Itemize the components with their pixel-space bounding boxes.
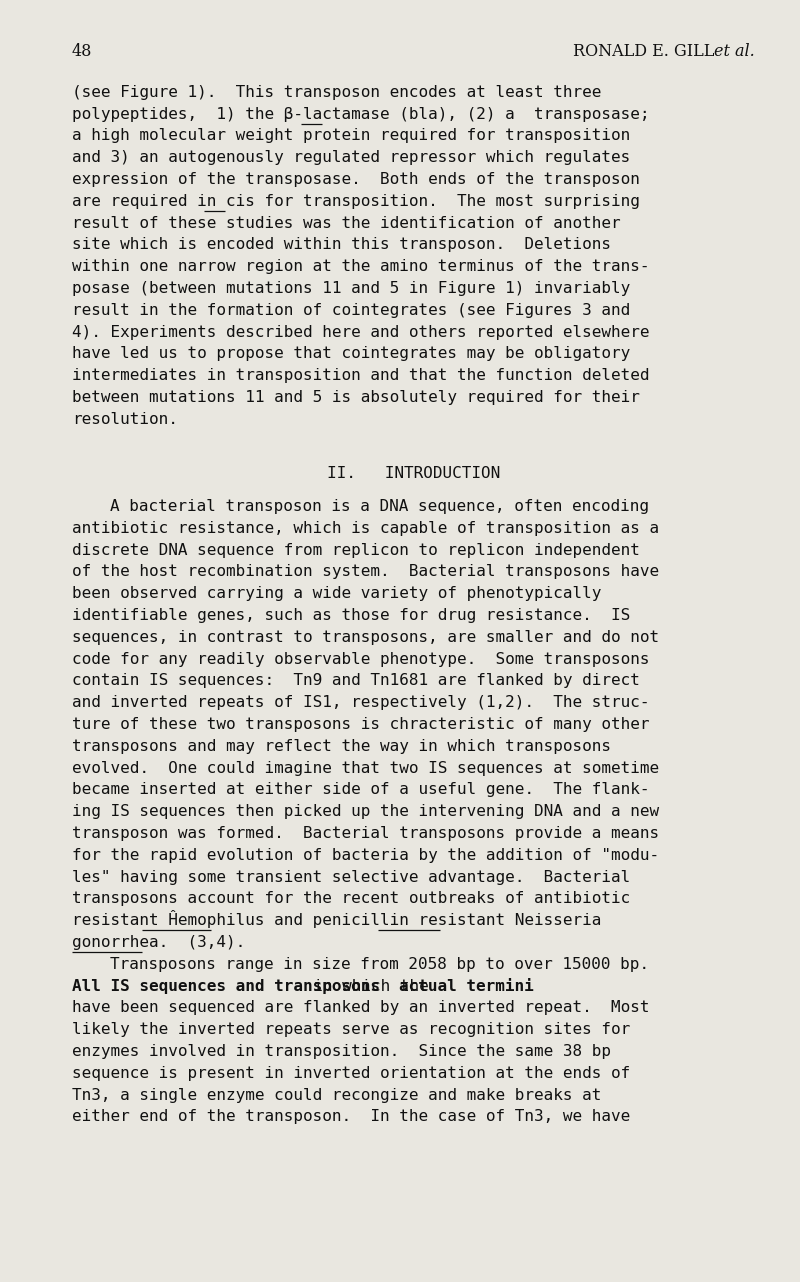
Text: likely the inverted repeats serve as recognition sites for: likely the inverted repeats serve as rec… bbox=[72, 1022, 630, 1037]
Text: ing IS sequences then picked up the intervening DNA and a new: ing IS sequences then picked up the inte… bbox=[72, 804, 659, 819]
Text: for the rapid evolution of bacteria by the addition of "modu-: for the rapid evolution of bacteria by t… bbox=[72, 847, 659, 863]
Text: expression of the transposase.  Both ends of the transposon: expression of the transposase. Both ends… bbox=[72, 172, 640, 187]
Text: of the host recombination system.  Bacterial transposons have: of the host recombination system. Bacter… bbox=[72, 564, 659, 579]
Text: in which the: in which the bbox=[294, 978, 438, 994]
Text: gonorrhea.  (3,4).: gonorrhea. (3,4). bbox=[72, 935, 246, 950]
Text: result of these studies was the identification of another: result of these studies was the identifi… bbox=[72, 215, 621, 231]
Text: became inserted at either side of a useful gene.  The flank-: became inserted at either side of a usef… bbox=[72, 782, 650, 797]
Text: A bacterial transposon is a DNA sequence, often encoding: A bacterial transposon is a DNA sequence… bbox=[110, 499, 649, 514]
Text: evolved.  One could imagine that two IS sequences at sometime: evolved. One could imagine that two IS s… bbox=[72, 760, 659, 776]
Text: transposons account for the recent outbreaks of antibiotic: transposons account for the recent outbr… bbox=[72, 891, 630, 906]
Text: code for any readily observable phenotype.  Some transposons: code for any readily observable phenotyp… bbox=[72, 651, 650, 667]
Text: 4). Experiments described here and others reported elsewhere: 4). Experiments described here and other… bbox=[72, 324, 650, 340]
Text: and inverted repeats of IS1, respectively (1,2).  The struc-: and inverted repeats of IS1, respectivel… bbox=[72, 695, 650, 710]
Text: discrete DNA sequence from replicon to replicon independent: discrete DNA sequence from replicon to r… bbox=[72, 542, 640, 558]
Text: been observed carrying a wide variety of phenotypically: been observed carrying a wide variety of… bbox=[72, 586, 602, 601]
Text: polypeptides,  1) the β-lactamase (bla), (2) a  transposase;: polypeptides, 1) the β-lactamase (bla), … bbox=[72, 106, 650, 122]
Text: ture of these two transposons is chracteristic of many other: ture of these two transposons is chracte… bbox=[72, 717, 650, 732]
Text: have been sequenced are flanked by an inverted repeat.  Most: have been sequenced are flanked by an in… bbox=[72, 1000, 650, 1015]
Text: sequence is present in inverted orientation at the ends of: sequence is present in inverted orientat… bbox=[72, 1065, 630, 1081]
Text: identifiable genes, such as those for drug resistance.  IS: identifiable genes, such as those for dr… bbox=[72, 608, 630, 623]
Text: have led us to propose that cointegrates may be obligatory: have led us to propose that cointegrates… bbox=[72, 346, 630, 362]
Text: (see Figure 1).  This transposon encodes at least three: (see Figure 1). This transposon encodes … bbox=[72, 85, 602, 100]
Text: II.   INTRODUCTION: II. INTRODUCTION bbox=[327, 467, 500, 481]
Text: actual termini: actual termini bbox=[398, 978, 534, 994]
Text: resistant Ĥemophilus and penicillin resistant Neisseria: resistant Ĥemophilus and penicillin resi… bbox=[72, 910, 602, 928]
Text: contain IS sequences:  Tn9 and Tn1681 are flanked by direct: contain IS sequences: Tn9 and Tn1681 are… bbox=[72, 673, 640, 688]
Text: transposon was formed.  Bacterial transposons provide a means: transposon was formed. Bacterial transpo… bbox=[72, 826, 659, 841]
Text: and 3) an autogenously regulated repressor which regulates: and 3) an autogenously regulated repress… bbox=[72, 150, 630, 165]
Text: result in the formation of cointegrates (see Figures 3 and: result in the formation of cointegrates … bbox=[72, 303, 630, 318]
Text: sequences, in contrast to transposons, are smaller and do not: sequences, in contrast to transposons, a… bbox=[72, 629, 659, 645]
Text: intermediates in transposition and that the function deleted: intermediates in transposition and that … bbox=[72, 368, 650, 383]
Text: transposons and may reflect the way in which transposons: transposons and may reflect the way in w… bbox=[72, 738, 611, 754]
Text: RONALD E. GILL: RONALD E. GILL bbox=[573, 44, 719, 60]
Text: All IS sequences and transposons: All IS sequences and transposons bbox=[72, 978, 380, 994]
Text: within one narrow region at the amino terminus of the trans-: within one narrow region at the amino te… bbox=[72, 259, 650, 274]
Text: Transposons range in size from 2058 bp to over 15000 bp.: Transposons range in size from 2058 bp t… bbox=[110, 956, 649, 972]
Text: posase (between mutations 11 and 5 in Figure 1) invariably: posase (between mutations 11 and 5 in Fi… bbox=[72, 281, 630, 296]
Text: either end of the transposon.  In the case of Tn3, we have: either end of the transposon. In the cas… bbox=[72, 1109, 630, 1124]
Text: Tn3, a single enzyme could recongize and make breaks at: Tn3, a single enzyme could recongize and… bbox=[72, 1087, 602, 1103]
Text: site which is encoded within this transposon.  Deletions: site which is encoded within this transp… bbox=[72, 237, 611, 253]
Text: resolution.: resolution. bbox=[72, 412, 178, 427]
Text: a high molecular weight protein required for transposition: a high molecular weight protein required… bbox=[72, 128, 630, 144]
Text: 48: 48 bbox=[72, 44, 92, 60]
Text: enzymes involved in transposition.  Since the same 38 bp: enzymes involved in transposition. Since… bbox=[72, 1044, 611, 1059]
Text: antibiotic resistance, which is capable of transposition as a: antibiotic resistance, which is capable … bbox=[72, 520, 659, 536]
Text: are required in cis for transposition.  The most surprising: are required in cis for transposition. T… bbox=[72, 194, 640, 209]
Text: les" having some transient selective advantage.  Bacterial: les" having some transient selective adv… bbox=[72, 869, 630, 885]
Text: et al.: et al. bbox=[714, 44, 755, 60]
Text: between mutations 11 and 5 is absolutely required for their: between mutations 11 and 5 is absolutely… bbox=[72, 390, 640, 405]
